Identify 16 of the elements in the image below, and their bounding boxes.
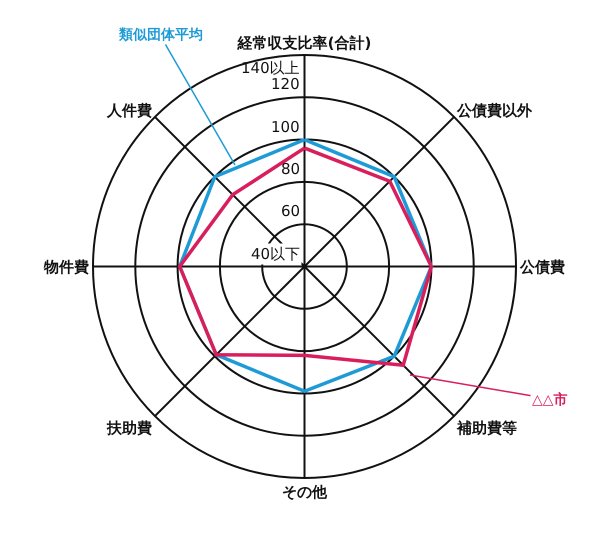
y-tick-label: 140以上 xyxy=(241,59,300,77)
y-tick-label: 60 xyxy=(281,202,300,220)
text: △△市 xyxy=(532,391,568,408)
y-tick-label: 80 xyxy=(281,160,300,178)
spoke-label: 補助費等 xyxy=(456,419,517,438)
y-tick-label: 40以下 xyxy=(251,245,300,263)
spoke-label: 経常収支比率(合計) xyxy=(236,34,372,52)
y-tick-label: 100 xyxy=(271,118,300,136)
spoke-label: 公債費 xyxy=(519,258,565,276)
y-tick-label: 120 xyxy=(271,75,300,93)
spoke-label: 公債費以外 xyxy=(456,102,533,120)
spoke-label: その他 xyxy=(282,483,328,501)
text: 類似団体平均 xyxy=(118,27,203,43)
spoke-label: 扶助費 xyxy=(106,419,152,438)
spoke-label: 人件費 xyxy=(106,102,152,120)
spoke-label: 物件費 xyxy=(43,258,89,276)
